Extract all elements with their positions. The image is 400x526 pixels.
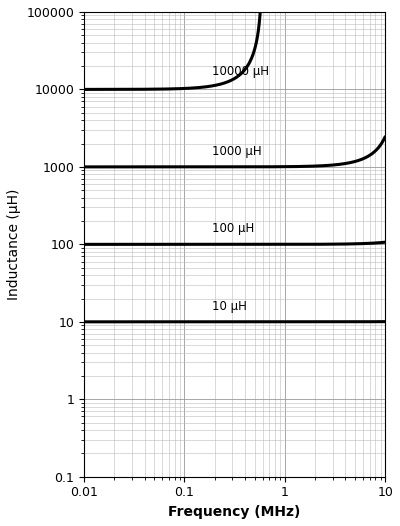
Y-axis label: Inductance (μH): Inductance (μH)	[7, 189, 21, 300]
Text: 100 μH: 100 μH	[212, 222, 255, 235]
X-axis label: Frequency (MHz): Frequency (MHz)	[168, 505, 301, 519]
Text: 1000 μH: 1000 μH	[212, 145, 262, 158]
Text: 10000 μH: 10000 μH	[212, 65, 270, 78]
Text: 10 μH: 10 μH	[212, 299, 247, 312]
